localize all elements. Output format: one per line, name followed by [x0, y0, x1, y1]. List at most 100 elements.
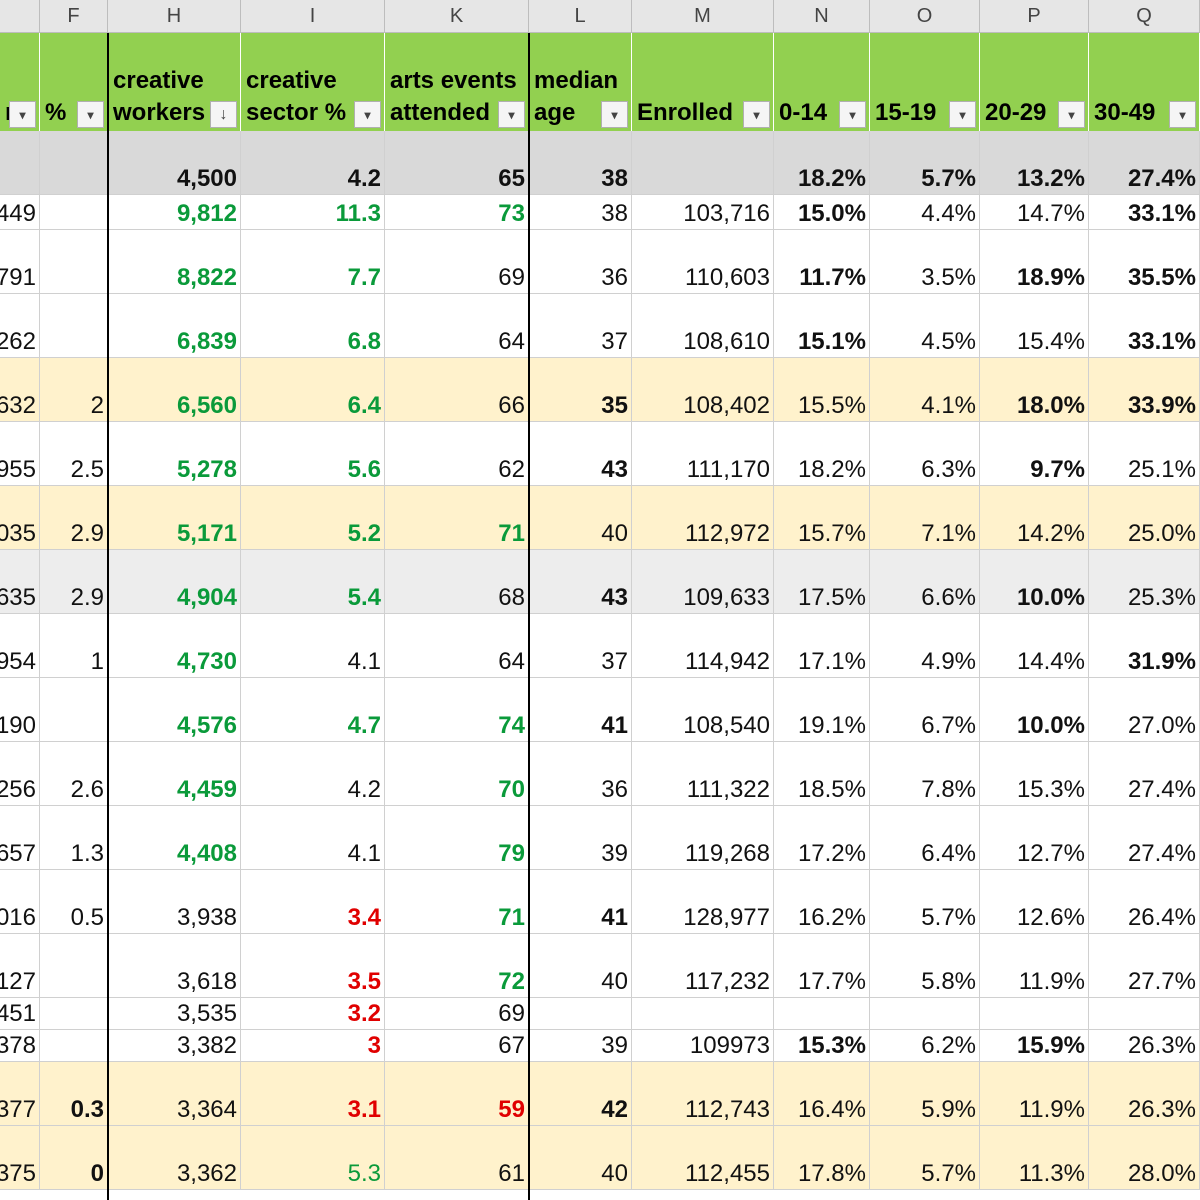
table-cell[interactable]: 108,402	[632, 358, 774, 422]
filter-dropdown-button[interactable]: ▾	[601, 101, 628, 128]
header-cell-I[interactable]: creative sector % ▾	[241, 33, 385, 131]
table-cell[interactable]	[40, 294, 108, 358]
table-cell[interactable]: 40	[529, 934, 632, 998]
table-cell[interactable]: 5.7%	[870, 870, 980, 934]
table-cell[interactable]: 955	[0, 422, 40, 486]
table-cell[interactable]: 4.4%	[870, 195, 980, 230]
table-cell[interactable]: 4,730	[108, 614, 241, 678]
table-cell[interactable]: 42	[529, 1062, 632, 1126]
table-cell[interactable]	[980, 998, 1089, 1030]
filter-dropdown-button[interactable]: ▾	[1169, 101, 1196, 128]
table-cell[interactable]: 5.9%	[870, 1062, 980, 1126]
column-header-partial[interactable]	[0, 0, 40, 33]
table-cell[interactable]: 378	[0, 1030, 40, 1062]
table-cell[interactable]	[529, 998, 632, 1030]
column-header-Q[interactable]: Q	[1089, 0, 1200, 33]
table-cell[interactable]: 657	[0, 806, 40, 870]
table-cell[interactable]: 117,232	[632, 934, 774, 998]
table-cell[interactable]: 79	[385, 806, 529, 870]
table-cell[interactable]: 11.3	[241, 195, 385, 230]
table-cell[interactable]: 27.4%	[1089, 131, 1200, 195]
table-cell[interactable]: 4,576	[108, 678, 241, 742]
table-cell[interactable]: 31.9%	[1089, 614, 1200, 678]
table-cell[interactable]: 2.5	[40, 422, 108, 486]
table-cell[interactable]: 0	[40, 1126, 108, 1190]
table-cell[interactable]	[870, 998, 980, 1030]
table-cell[interactable]: 035	[0, 486, 40, 550]
table-cell[interactable]: 5.3	[241, 1126, 385, 1190]
table-cell[interactable]: 3.1	[241, 1062, 385, 1126]
table-cell[interactable]: 18.2%	[774, 131, 870, 195]
table-cell[interactable]	[40, 230, 108, 294]
filter-dropdown-button[interactable]: ↓	[210, 101, 237, 128]
header-cell-N[interactable]: 0-14 ▾	[774, 33, 870, 131]
table-cell[interactable]: 5,278	[108, 422, 241, 486]
header-cell-L[interactable]: median age ▾	[529, 33, 632, 131]
table-cell[interactable]: 6.7%	[870, 678, 980, 742]
table-cell[interactable]: 7.1%	[870, 486, 980, 550]
table-cell[interactable]: 36	[529, 230, 632, 294]
table-cell[interactable]: 15.9%	[980, 1030, 1089, 1062]
table-cell[interactable]: 68	[385, 550, 529, 614]
table-cell[interactable]: 14.7%	[980, 195, 1089, 230]
header-cell-H[interactable]: creative workers ↓	[108, 33, 241, 131]
table-cell[interactable]: 128,977	[632, 870, 774, 934]
table-cell[interactable]: 17.5%	[774, 550, 870, 614]
table-cell[interactable]: 72	[385, 934, 529, 998]
table-cell[interactable]	[40, 131, 108, 195]
table-cell[interactable]: 6,839	[108, 294, 241, 358]
table-cell[interactable]	[40, 1030, 108, 1062]
table-cell[interactable]: 27.7%	[1089, 934, 1200, 998]
column-header-F[interactable]: F	[40, 0, 108, 33]
table-cell[interactable]: 13.2%	[980, 131, 1089, 195]
table-cell[interactable]: 3.5	[241, 934, 385, 998]
table-cell[interactable]: 17.8%	[774, 1126, 870, 1190]
table-cell[interactable]: 2.9	[40, 486, 108, 550]
table-cell[interactable]: 4,904	[108, 550, 241, 614]
table-cell[interactable]: 14.2%	[980, 486, 1089, 550]
table-cell[interactable]: 35	[529, 358, 632, 422]
filter-dropdown-button[interactable]: ▾	[949, 101, 976, 128]
table-cell[interactable]: 25.0%	[1089, 486, 1200, 550]
table-cell[interactable]: 10.0%	[980, 678, 1089, 742]
table-cell[interactable]: 3,938	[108, 870, 241, 934]
table-cell[interactable]: 3.2	[241, 998, 385, 1030]
table-cell[interactable]: 5.4	[241, 550, 385, 614]
table-cell[interactable]: 11.7%	[774, 230, 870, 294]
table-cell[interactable]: 18.5%	[774, 742, 870, 806]
table-cell[interactable]: 375	[0, 1126, 40, 1190]
table-cell[interactable]: 10.0%	[980, 550, 1089, 614]
table-cell[interactable]: 109973	[632, 1030, 774, 1062]
table-cell[interactable]: 4,459	[108, 742, 241, 806]
table-cell[interactable]: 0.3	[40, 1062, 108, 1126]
table-cell[interactable]: 11.3%	[980, 1126, 1089, 1190]
table-cell[interactable]	[774, 998, 870, 1030]
table-cell[interactable]: 5.7%	[870, 131, 980, 195]
table-cell[interactable]: 6.8	[241, 294, 385, 358]
table-cell[interactable]: 9.7%	[980, 422, 1089, 486]
table-cell[interactable]: 74	[385, 678, 529, 742]
table-cell[interactable]: 73	[385, 195, 529, 230]
table-cell[interactable]: 69	[385, 998, 529, 1030]
header-cell-partial[interactable]: n▾	[0, 33, 40, 131]
header-cell-O[interactable]: 15-19 ▾	[870, 33, 980, 131]
table-cell[interactable]: 19.1%	[774, 678, 870, 742]
table-cell[interactable]: 6.2%	[870, 1030, 980, 1062]
table-cell[interactable]: 6.6%	[870, 550, 980, 614]
table-cell[interactable]: 25.3%	[1089, 550, 1200, 614]
table-cell[interactable]: 11.9%	[980, 1062, 1089, 1126]
table-cell[interactable]	[40, 998, 108, 1030]
table-cell[interactable]: 4.1	[241, 614, 385, 678]
table-cell[interactable]: 632	[0, 358, 40, 422]
column-header-L[interactable]: L	[529, 0, 632, 33]
table-cell[interactable]: 36	[529, 742, 632, 806]
table-cell[interactable]: 15.3%	[980, 742, 1089, 806]
table-cell[interactable]: 17.1%	[774, 614, 870, 678]
table-cell[interactable]: 25.1%	[1089, 422, 1200, 486]
table-cell[interactable]: 6.3%	[870, 422, 980, 486]
table-cell[interactable]: 256	[0, 742, 40, 806]
table-cell[interactable]: 016	[0, 870, 40, 934]
table-cell[interactable]: 7.8%	[870, 742, 980, 806]
table-cell[interactable]	[40, 195, 108, 230]
table-cell[interactable]: 39	[529, 1030, 632, 1062]
